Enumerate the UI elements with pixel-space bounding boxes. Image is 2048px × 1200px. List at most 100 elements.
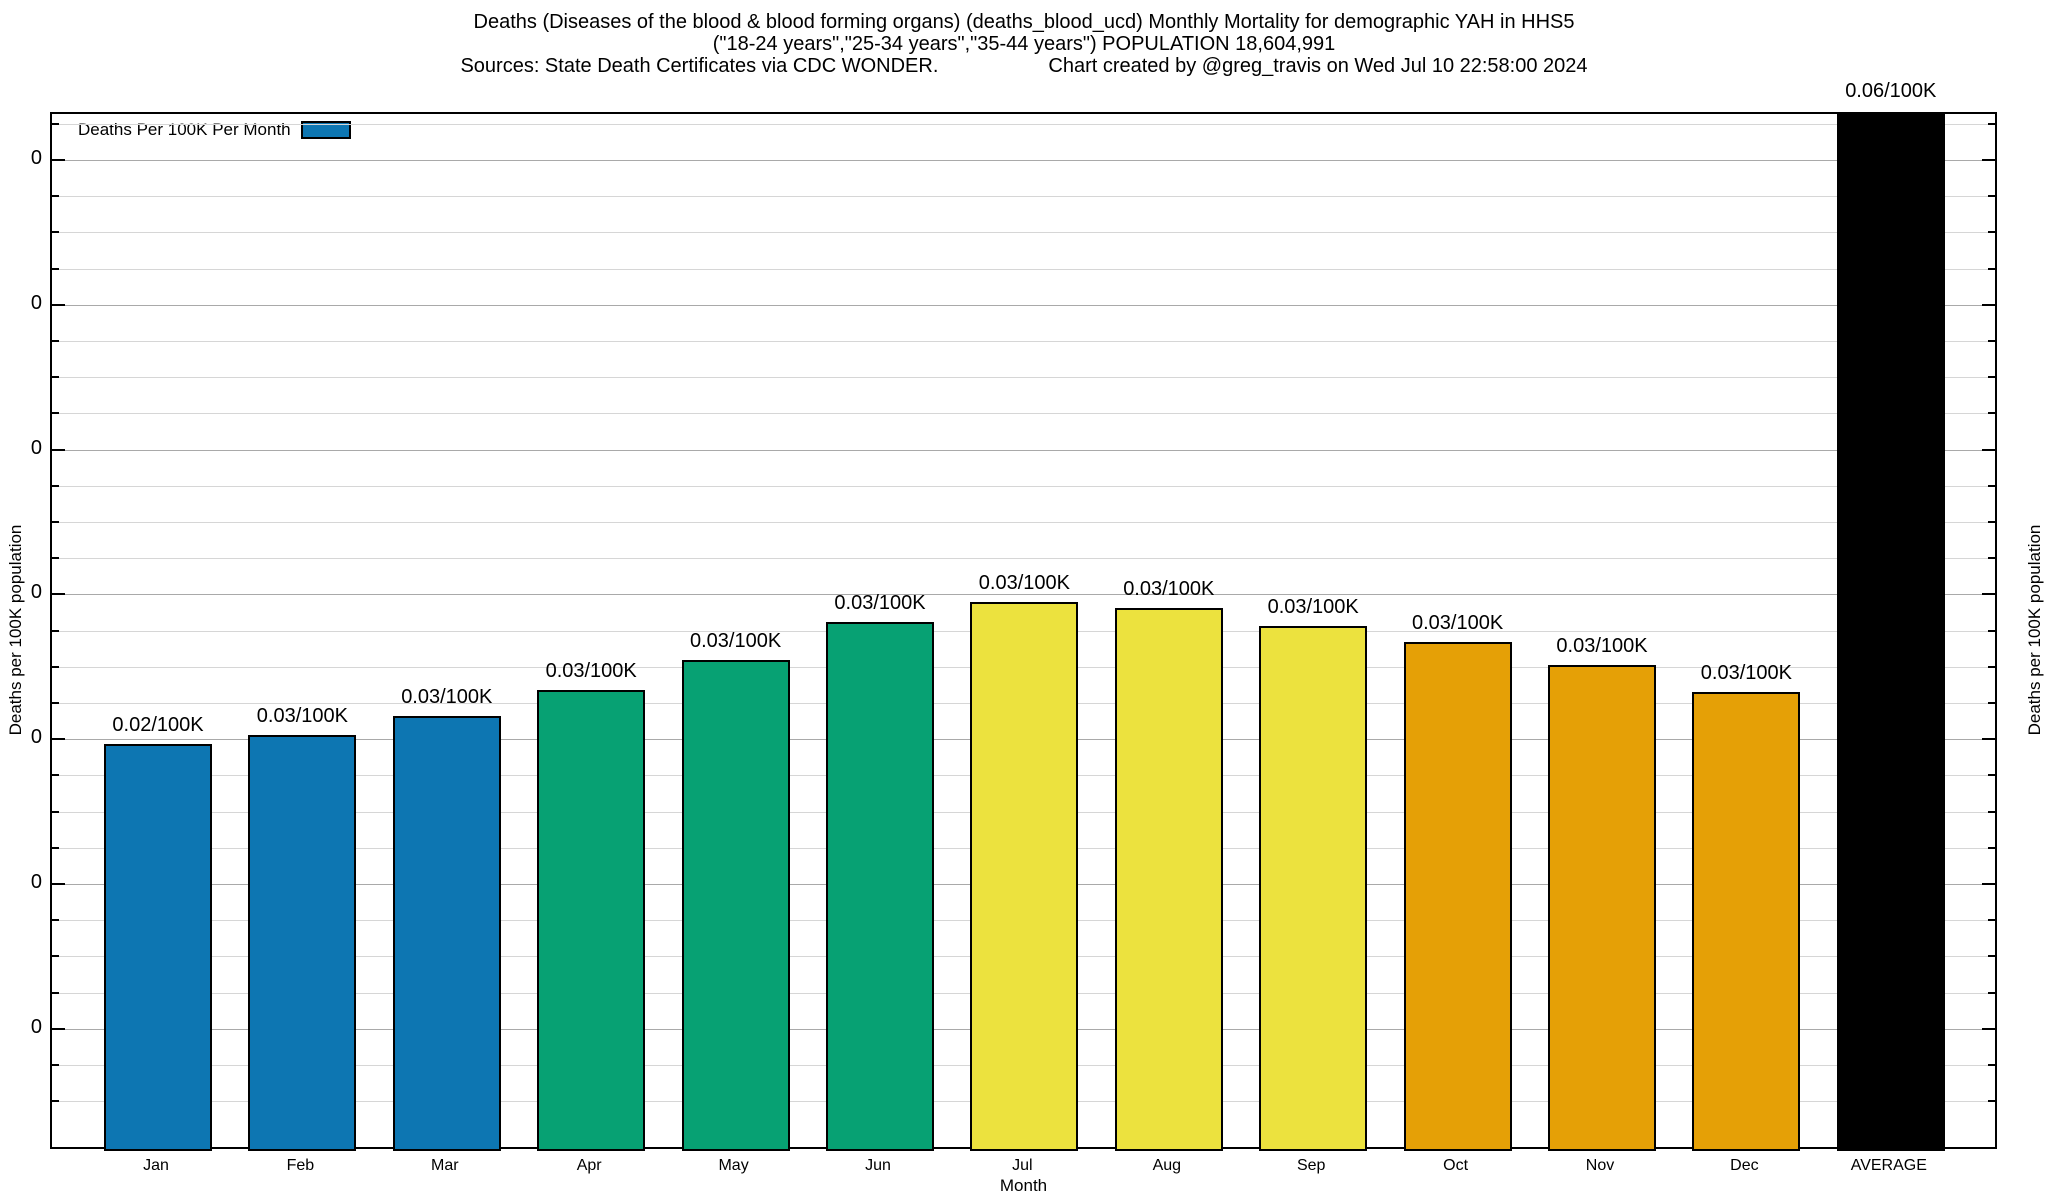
- y-axis-label-right: Deaths per 100K population: [2025, 524, 2044, 736]
- axis-tick: [52, 159, 65, 161]
- axis-tick: [1988, 412, 1995, 415]
- x-tick-label-aug: Aug: [1152, 1157, 1182, 1174]
- minor-gridline: [52, 377, 1995, 379]
- x-tick-label-average: AVERAGE: [1850, 1157, 1927, 1174]
- axis-tick: [52, 1064, 59, 1066]
- major-gridline: [52, 449, 1995, 451]
- minor-gridline: [52, 268, 1995, 270]
- x-tick-label-jul: Jul: [1012, 1157, 1033, 1174]
- axis-tick: [52, 376, 59, 379]
- bar-oct: [1403, 642, 1512, 1151]
- minor-gridline: [52, 232, 1995, 234]
- axis-tick: [52, 593, 65, 596]
- major-gridline: [52, 160, 1995, 161]
- credit-text: Chart created by @greg_travis on Wed Jul…: [1048, 55, 1588, 77]
- y-tick-label: 0: [30, 436, 42, 459]
- axis-tick: [1988, 774, 1995, 777]
- bar-jul: [970, 602, 1079, 1151]
- bar-feb: [248, 735, 357, 1151]
- axis-tick: [1988, 122, 1995, 125]
- axis-tick: [1988, 267, 1995, 270]
- y-tick-label: 0: [30, 291, 42, 314]
- y-axis-label-left: Deaths per 100K population: [6, 524, 25, 736]
- minor-gridline: [52, 413, 1995, 415]
- axis-tick: [52, 665, 59, 668]
- y-tick-label: 0: [30, 1015, 42, 1038]
- minor-gridline: [52, 522, 1995, 523]
- axis-tick: [1982, 1027, 1995, 1030]
- bar-value-label: 0.03/100K: [1411, 612, 1504, 634]
- axis-tick: [1988, 991, 1995, 994]
- axis-tick: [52, 122, 59, 125]
- axis-tick: [52, 629, 59, 632]
- bar-value-label: 0.02/100K: [112, 714, 204, 736]
- axis-tick: [1982, 593, 1995, 596]
- chart-title: Deaths (Diseases of the blood & blood fo…: [473, 11, 1575, 33]
- minor-gridline: [52, 558, 1995, 560]
- minor-gridline: [52, 196, 1995, 198]
- axis-tick: [52, 919, 59, 922]
- axis-tick: [52, 702, 59, 704]
- axis-tick: [1982, 448, 1995, 451]
- y-tick-label: 0: [30, 726, 42, 749]
- y-tick-label: 0: [30, 871, 42, 893]
- bar-value-label: 0.03/100K: [978, 572, 1070, 594]
- axis-tick: [52, 1100, 59, 1103]
- axis-tick: [52, 955, 59, 958]
- axis-tick: [52, 1027, 65, 1030]
- axis-tick: [52, 412, 59, 415]
- axis-tick: [1988, 810, 1995, 813]
- axis-tick: [1988, 376, 1995, 379]
- axis-tick: [1982, 303, 1995, 306]
- x-tick-label-may: May: [718, 1157, 749, 1174]
- bar-nov: [1548, 665, 1656, 1151]
- minor-gridline: [52, 341, 1995, 342]
- bar-dec: [1692, 692, 1801, 1151]
- major-gridline: [52, 304, 1995, 306]
- axis-tick: [1988, 665, 1995, 668]
- axis-tick: [1988, 955, 1995, 958]
- axis-tick: [52, 195, 59, 198]
- minor-gridline: [52, 123, 1995, 125]
- axis-tick: [52, 991, 59, 994]
- axis-tick: [52, 448, 65, 451]
- bar-aug: [1114, 608, 1223, 1151]
- bar-mar: [392, 716, 501, 1151]
- axis-tick: [1988, 702, 1995, 704]
- x-tick-label-oct: Oct: [1443, 1157, 1469, 1174]
- axis-tick: [52, 231, 59, 234]
- bar-value-label: 0.03/100K: [1123, 578, 1215, 600]
- bar-value-label: 0.03/100K: [1700, 662, 1792, 684]
- x-tick-label-apr: Apr: [576, 1157, 602, 1174]
- axis-tick: [1988, 846, 1995, 849]
- axis-tick: [52, 846, 59, 849]
- axis-tick: [1988, 231, 1995, 234]
- chart-subtitle: ("18-24 years","25-34 years","35-44 year…: [712, 33, 1336, 55]
- bar-sep: [1259, 626, 1368, 1151]
- axis-tick: [52, 267, 59, 270]
- axis-tick: [1988, 195, 1995, 198]
- y-tick-label: 0: [30, 147, 42, 169]
- axis-tick: [52, 340, 59, 342]
- axis-tick: [52, 303, 65, 306]
- bar-jan: [104, 744, 212, 1151]
- bar-jun: [826, 622, 934, 1151]
- x-axis-label: Month: [999, 1176, 1048, 1195]
- axis-tick: [1988, 1064, 1995, 1066]
- bar-average: [1836, 114, 1945, 1151]
- axis-tick: [1982, 159, 1995, 161]
- axis-tick: [1988, 557, 1995, 560]
- x-tick-label-dec: Dec: [1730, 1157, 1759, 1174]
- axis-tick: [1988, 484, 1995, 487]
- bar-value-label: 0.03/100K: [1267, 596, 1359, 618]
- bar-apr: [537, 690, 646, 1151]
- axis-tick: [1988, 521, 1995, 523]
- bar-value-label: 0.03/100K: [256, 705, 348, 727]
- chart-source-line: Sources: State Death Certificates via CD…: [0, 56, 2048, 76]
- bar-value-label: 0.03/100K: [401, 686, 493, 708]
- minor-gridline: [52, 485, 1995, 487]
- legend-swatch-icon: [300, 121, 351, 139]
- bar-value-label: 0.03/100K: [545, 660, 637, 682]
- axis-tick: [52, 738, 65, 741]
